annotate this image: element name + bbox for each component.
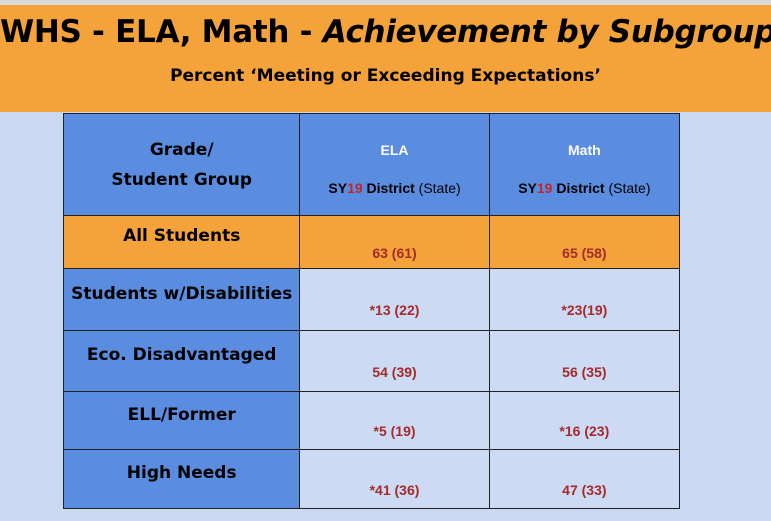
math-column-title: Math	[568, 141, 601, 158]
row-label: ELL/Former	[127, 404, 236, 425]
math-value: 56 (35)	[562, 363, 607, 380]
title-banner: WHS - ELA, Math - Achievement by Subgrou…	[0, 0, 771, 112]
math-value: *16 (23)	[559, 423, 610, 439]
ela-value: *13 (22)	[369, 302, 420, 318]
row-label: All Students	[123, 226, 241, 246]
ela-value-cell: *5 (19)	[299, 391, 490, 450]
math-value: 47 (33)	[562, 481, 607, 498]
table-row: Students w/Disabilities *13 (22) *23(19)	[62, 268, 681, 331]
ela-value-cell: *41 (36)	[299, 449, 490, 509]
math-value: *23(19)	[561, 302, 608, 318]
math-column-header: Math SY19 District (State)	[488, 113, 681, 216]
math-value-cell: *23(19)	[488, 268, 681, 331]
math-column-subtitle: SY19 District (State)	[518, 179, 651, 196]
row-label: High Needs	[126, 463, 237, 483]
table-row: High Needs *41 (36) 47 (33)	[62, 449, 681, 509]
math-value-cell: 65 (58)	[488, 215, 681, 269]
ela-column-header: ELA SY19 District (State)	[299, 113, 490, 216]
corner-header-line2: Student Group	[111, 169, 252, 190]
title-italic: Achievement by Subgroups	[322, 14, 771, 50]
title-main: WHS - ELA, Math -	[0, 14, 323, 50]
ela-column-subtitle: SY19 District (State)	[328, 179, 461, 196]
math-value-cell: 47 (33)	[488, 449, 681, 509]
row-label-cell: High Needs	[62, 449, 301, 509]
ela-value: *5 (19)	[373, 423, 416, 439]
math-value-cell: *16 (23)	[488, 391, 681, 450]
ela-value-cell: *13 (22)	[299, 268, 490, 331]
corner-header: Grade/ Student Group	[62, 113, 301, 216]
row-label: Eco. Disadvantaged	[86, 345, 277, 365]
ela-value: 63 (61)	[372, 244, 417, 261]
ela-column-title: ELA	[380, 141, 409, 158]
table-row: Eco. Disadvantaged 54 (39) 56 (35)	[62, 330, 681, 392]
row-label-cell: ELL/Former	[62, 391, 301, 450]
page-subtitle: Percent ‘Meeting or Exceeding Expectatio…	[170, 66, 601, 86]
row-label-cell: All Students	[62, 215, 301, 269]
achievement-table: Grade/ Student Group ELA SY19 District (…	[62, 113, 681, 509]
table-row: ELL/Former *5 (19) *16 (23)	[62, 391, 681, 450]
math-value-cell: 56 (35)	[488, 330, 681, 392]
ela-value: *41 (36)	[369, 481, 420, 498]
ela-value: 54 (39)	[372, 363, 417, 380]
page-title: WHS - ELA, Math - Achievement by Subgrou…	[0, 14, 771, 50]
corner-header-line1: Grade/	[149, 139, 214, 160]
top-stripe	[0, 0, 771, 5]
header-row: Grade/ Student Group ELA SY19 District (…	[62, 113, 681, 216]
row-label-cell: Eco. Disadvantaged	[62, 330, 301, 392]
ela-value-cell: 54 (39)	[299, 330, 490, 392]
table-row: All Students 63 (61) 65 (58)	[62, 215, 681, 269]
math-value: 65 (58)	[562, 244, 607, 261]
row-label: Students w/Disabilities	[71, 283, 293, 304]
ela-value-cell: 63 (61)	[299, 215, 490, 269]
row-label-cell: Students w/Disabilities	[62, 268, 301, 331]
